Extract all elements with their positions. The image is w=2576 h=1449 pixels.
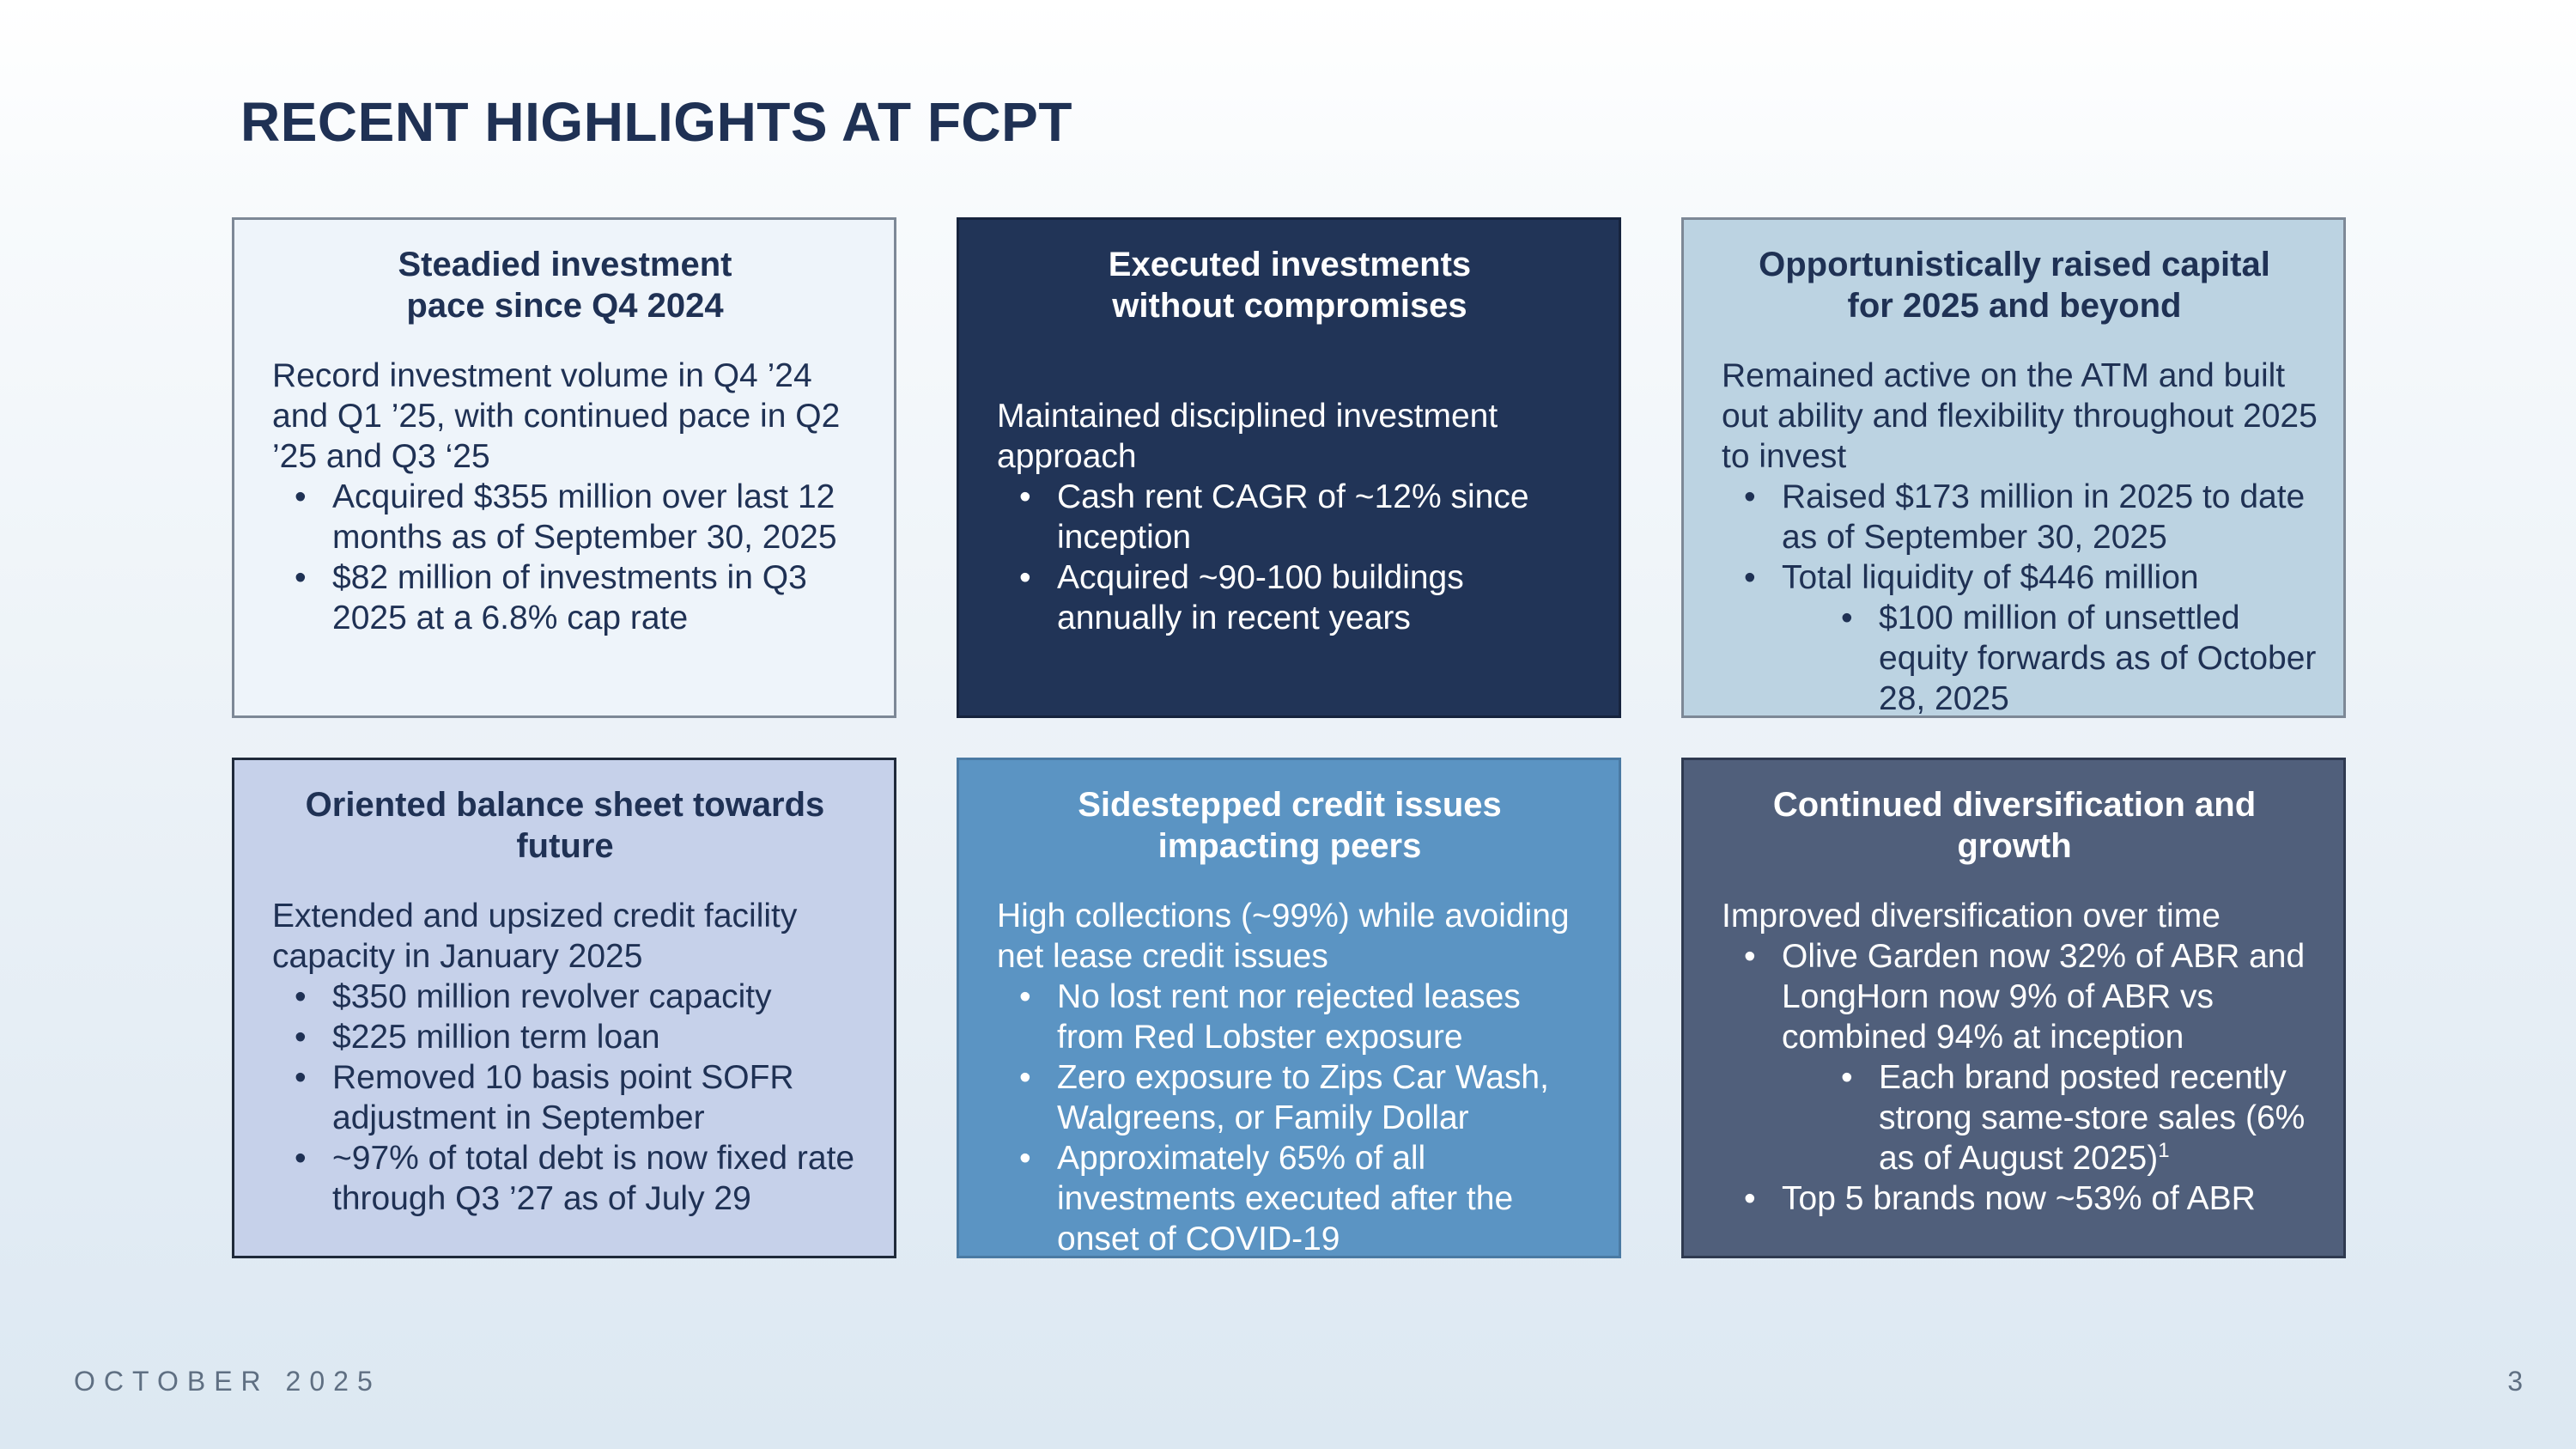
- card-heading-line: Executed investments: [1108, 246, 1472, 283]
- footer-date: OCTOBER 2025: [74, 1366, 381, 1397]
- card-heading-line: Continued diversification and: [1772, 786, 2257, 824]
- card-bullet-list: Acquired $355 million over last 12 month…: [272, 477, 868, 638]
- card-heading-line: for 2025 and beyond: [1847, 287, 2182, 325]
- card-heading: Opportunistically raised capital for 202…: [1722, 244, 2318, 326]
- card-heading: Sidestepped credit issues impacting peer…: [997, 784, 1593, 867]
- card-heading-line: Opportunistically raised capital: [1759, 246, 2270, 283]
- card-bullet: Acquired ~90-100 buildings annually in r…: [997, 557, 1593, 638]
- card-heading-line: impacting peers: [1157, 827, 1422, 865]
- card-bullet: $350 million revolver capacity: [272, 977, 868, 1017]
- card-bullet: Cash rent CAGR of ~12% since inception: [997, 477, 1593, 557]
- card-intro: Extended and upsized credit facility cap…: [272, 898, 798, 975]
- card-bullet: ~97% of total debt is now fixed rate thr…: [272, 1138, 868, 1219]
- page-title: RECENT HIGHLIGHTS AT FCPT: [240, 91, 1072, 153]
- card-bullet-list: Cash rent CAGR of ~12% since inception A…: [997, 477, 1593, 638]
- card-heading-line: growth: [1957, 827, 2072, 865]
- card-bullet: No lost rent nor rejected leases from Re…: [997, 977, 1593, 1057]
- card-spacer: [997, 356, 1593, 396]
- sub-bullet-text: Each brand posted recently strong same-s…: [1879, 1059, 2306, 1177]
- card-heading: Executed investments without compromises: [997, 244, 1593, 326]
- card-heading: Oriented balance sheet towards future: [272, 784, 868, 867]
- highlight-card-investment-pace: Steadied investment pace since Q4 2024 R…: [232, 217, 896, 718]
- highlight-card-diversification: Continued diversification and growth Imp…: [1681, 758, 2346, 1258]
- card-heading-line: Sidestepped credit issues: [1078, 786, 1502, 824]
- card-heading-line: future: [516, 827, 614, 865]
- highlight-card-credit-issues: Sidestepped credit issues impacting peer…: [957, 758, 1621, 1258]
- card-intro: Maintained disciplined investment approa…: [997, 398, 1498, 475]
- card-heading-line: Steadied investment: [398, 246, 732, 283]
- card-intro: High collections (~99%) while avoiding n…: [997, 898, 1570, 975]
- card-heading-line: Oriented balance sheet towards: [305, 786, 825, 824]
- card-bullet: $82 million of investments in Q3 2025 at…: [272, 557, 868, 638]
- card-bullet: Zero exposure to Zips Car Wash, Walgreen…: [997, 1057, 1593, 1138]
- card-heading: Continued diversification and growth: [1722, 784, 2318, 867]
- card-bullet-list: No lost rent nor rejected leases from Re…: [997, 977, 1593, 1256]
- highlight-card-investments-executed: Executed investments without compromises…: [957, 217, 1621, 718]
- card-sub-bullet: $100 million of unsettled equity forward…: [1722, 598, 2318, 715]
- card-bullet-list: Olive Garden now 32% of ABR and LongHorn…: [1722, 936, 2318, 1219]
- card-intro: Record investment volume in Q4 ’24 and Q…: [272, 357, 841, 475]
- card-bullet: Top 5 brands now ~53% of ABR: [1722, 1178, 2318, 1219]
- page-number: 3: [2507, 1366, 2523, 1397]
- highlight-card-capital-raised: Opportunistically raised capital for 202…: [1681, 217, 2346, 718]
- highlight-card-balance-sheet: Oriented balance sheet towards future Ex…: [232, 758, 896, 1258]
- card-intro: Remained active on the ATM and built out…: [1722, 357, 2318, 475]
- card-bullet: Raised $173 million in 2025 to date as o…: [1722, 477, 2318, 557]
- card-bullet: Approximately 65% of all investments exe…: [997, 1138, 1593, 1256]
- card-heading: Steadied investment pace since Q4 2024: [272, 244, 868, 326]
- card-heading-line: pace since Q4 2024: [406, 287, 724, 325]
- card-bullet: Total liquidity of $446 million: [1722, 557, 2318, 598]
- card-bullet-list: $350 million revolver capacity $225 mill…: [272, 977, 868, 1219]
- card-sub-bullet: Each brand posted recently strong same-s…: [1722, 1057, 2318, 1178]
- card-bullet: Removed 10 basis point SOFR adjustment i…: [272, 1057, 868, 1138]
- card-intro: Improved diversification over time: [1722, 898, 2221, 935]
- card-bullet-list: Raised $173 million in 2025 to date as o…: [1722, 477, 2318, 715]
- card-bullet: Olive Garden now 32% of ABR and LongHorn…: [1722, 936, 2318, 1057]
- card-bullet: Acquired $355 million over last 12 month…: [272, 477, 868, 557]
- card-bullet: $225 million term loan: [272, 1017, 868, 1057]
- card-heading-line: without compromises: [1112, 287, 1467, 325]
- footnote-marker: 1: [2158, 1139, 2170, 1162]
